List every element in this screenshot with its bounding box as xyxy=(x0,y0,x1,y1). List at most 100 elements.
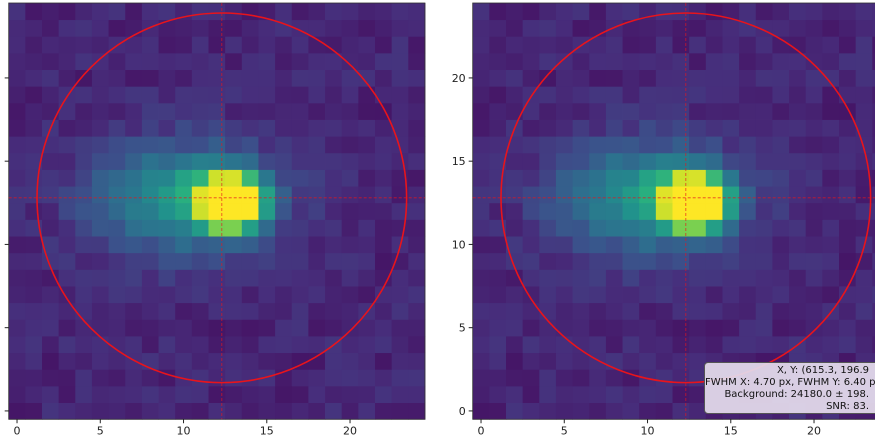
heatmap-cell xyxy=(539,286,557,304)
heatmap-cell xyxy=(839,86,857,104)
heatmap-cell xyxy=(522,252,540,270)
heatmap-cell xyxy=(42,352,60,370)
heatmap-cell xyxy=(8,302,26,320)
heatmap-cell xyxy=(358,169,376,187)
heatmap-cell xyxy=(375,169,393,187)
heatmap-cell xyxy=(8,286,26,304)
heatmap-cell xyxy=(589,252,607,270)
heatmap-cell xyxy=(555,119,573,137)
heatmap-cell xyxy=(291,219,309,237)
heatmap-cell xyxy=(522,269,540,287)
heatmap-cell xyxy=(805,219,823,237)
heatmap-cell xyxy=(225,286,243,304)
heatmap-cell xyxy=(125,269,143,287)
heatmap-cell xyxy=(589,302,607,320)
heatmap-cell xyxy=(822,86,840,104)
heatmap-cell xyxy=(141,252,159,270)
heatmap-cell xyxy=(358,269,376,287)
heatmap-cell xyxy=(25,136,43,154)
heatmap-cell xyxy=(241,286,259,304)
heatmap-cell xyxy=(8,52,26,70)
heatmap-cell xyxy=(175,202,193,220)
heatmap-cell xyxy=(91,319,109,337)
heatmap-cell xyxy=(472,119,490,137)
heatmap-cell xyxy=(8,202,26,220)
heatmap-cell xyxy=(739,269,757,287)
heatmap-cell xyxy=(208,286,226,304)
heatmap-cell xyxy=(639,19,657,37)
heatmap-cell xyxy=(291,102,309,120)
heatmap-cell xyxy=(175,119,193,137)
heatmap-cell xyxy=(672,102,690,120)
heatmap-cell xyxy=(472,352,490,370)
heatmap-cell xyxy=(325,186,343,204)
heatmap-cell xyxy=(191,86,209,104)
heatmap-cell xyxy=(822,236,840,254)
heatmap-cell xyxy=(58,169,76,187)
heatmap-cell xyxy=(308,86,326,104)
heatmap-cell xyxy=(472,36,490,54)
heatmap-cell xyxy=(555,269,573,287)
heatmap-cell xyxy=(655,3,673,21)
heatmap-cell xyxy=(25,286,43,304)
heatmap-cell xyxy=(689,402,707,420)
heatmap-cell xyxy=(108,3,126,21)
heatmap-cell xyxy=(555,202,573,220)
heatmap-cell xyxy=(325,385,343,403)
heatmap-cell xyxy=(872,352,875,370)
heatmap-cell xyxy=(539,202,557,220)
heatmap-cell xyxy=(241,3,259,21)
heatmap-cell xyxy=(8,152,26,170)
heatmap-cell xyxy=(108,186,126,204)
heatmap-cell xyxy=(589,86,607,104)
heatmap-cell xyxy=(655,186,673,204)
heatmap-cell xyxy=(622,236,640,254)
heatmap-cell xyxy=(506,186,524,204)
heatmap-cell xyxy=(722,186,740,204)
heatmap-cell xyxy=(722,302,740,320)
heatmap-cell xyxy=(722,19,740,37)
heatmap-cell xyxy=(489,102,507,120)
heatmap-cell xyxy=(391,219,409,237)
heatmap-cell xyxy=(805,286,823,304)
heatmap-cell xyxy=(175,252,193,270)
heatmap-cell xyxy=(141,152,159,170)
heatmap-cell xyxy=(25,352,43,370)
heatmap-cell xyxy=(872,169,875,187)
heatmap-cell xyxy=(589,102,607,120)
heatmap-cell xyxy=(241,219,259,237)
heatmap-cell xyxy=(872,36,875,54)
heatmap-cell xyxy=(91,36,109,54)
heatmap-cell xyxy=(108,236,126,254)
heatmap-cell xyxy=(275,236,293,254)
heatmap-cell xyxy=(291,119,309,137)
heatmap-cell xyxy=(391,302,409,320)
heatmap-cell xyxy=(258,252,276,270)
x-tick-label: 5 xyxy=(97,424,104,435)
heatmap-cell xyxy=(275,202,293,220)
heatmap-cell xyxy=(358,136,376,154)
heatmap-cell xyxy=(589,119,607,137)
heatmap-cell xyxy=(108,319,126,337)
heatmap-cell xyxy=(158,19,176,37)
heatmap-cell xyxy=(225,352,243,370)
aperture-circle xyxy=(500,12,872,384)
heatmap-cell xyxy=(25,86,43,104)
heatmap-cell xyxy=(639,385,657,403)
heatmap-cell xyxy=(772,219,790,237)
x-tick-label: 15 xyxy=(260,424,274,435)
heatmap-cell xyxy=(158,136,176,154)
heatmap-cell xyxy=(789,269,807,287)
heatmap-cell xyxy=(375,136,393,154)
heatmap-cell xyxy=(772,186,790,204)
heatmap-cell xyxy=(341,236,359,254)
heatmap-cell xyxy=(291,352,309,370)
heatmap-cell xyxy=(8,119,26,137)
heatmap-cell xyxy=(839,202,857,220)
heatmap-cell xyxy=(75,352,93,370)
heatmap-cell xyxy=(408,3,426,21)
heatmap-cell xyxy=(91,352,109,370)
heatmap-cell xyxy=(375,202,393,220)
heatmap-cell xyxy=(58,52,76,70)
heatmap-cell xyxy=(672,319,690,337)
